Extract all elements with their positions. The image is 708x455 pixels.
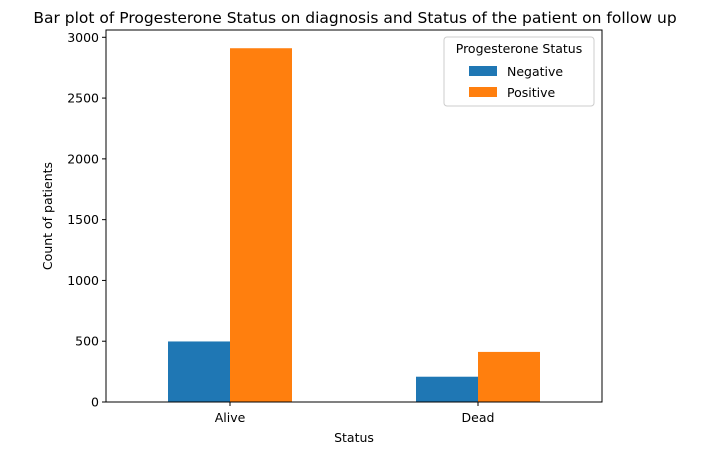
y-tick-label: 3000 [67,30,99,45]
x-tick-label: Alive [215,410,246,425]
bar-negative-alive [168,341,230,402]
bar-positive-alive [230,48,292,403]
y-tick-label: 500 [75,334,99,349]
bars-group [168,48,540,403]
legend-label-negative: Negative [507,64,563,79]
chart-title: Bar plot of Progesterone Status on diagn… [33,9,676,27]
y-tick-label: 0 [91,395,99,410]
y-tick-label: 2500 [67,91,99,106]
legend-label-positive: Positive [507,85,555,100]
legend-title: Progesterone Status [456,41,583,56]
bar-positive-dead [478,351,540,402]
legend-swatch-positive [469,87,497,97]
y-tick-label: 1000 [67,273,99,288]
y-tick-label: 1500 [67,212,99,227]
bar-negative-dead [416,376,478,402]
y-axis: 0 500 1000 1500 2000 2500 3000 [67,30,106,410]
x-axis-title: Status [334,430,374,445]
legend: Progesterone Status Negative Positive [443,36,595,107]
y-tick-label: 2000 [67,151,99,166]
x-axis: Alive Dead [215,402,495,425]
y-axis-title: Count of patients [40,162,55,270]
x-tick-label: Dead [462,410,495,425]
legend-swatch-negative [469,66,497,76]
plot-frame [105,29,603,403]
